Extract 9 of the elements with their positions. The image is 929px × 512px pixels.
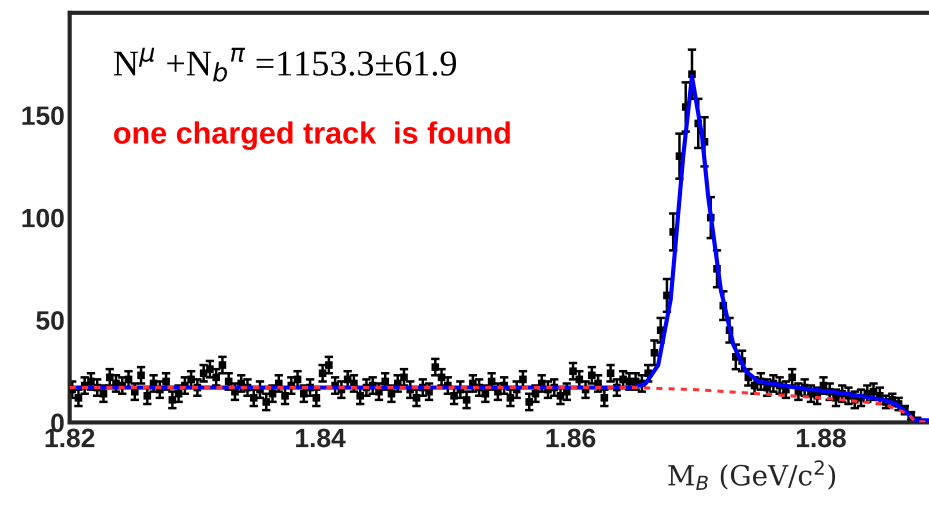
x-tick-label: 1.88	[796, 428, 846, 448]
y-tick-label: 150	[22, 106, 64, 126]
y-tick-label: 100	[22, 208, 64, 228]
x-tick-label: 1.84	[296, 428, 346, 448]
y-tick-label: 50	[36, 311, 64, 330]
x-axis-title: M$_{B}$ (GeV/c$^{2}$)	[668, 460, 836, 490]
annotation: N$^{μ}$ +N$_{b}$$^{π}$ =1153.3±61.9	[114, 48, 456, 82]
x-tick-label: 1.86	[546, 428, 596, 448]
annotation: one charged track is found	[114, 121, 510, 150]
